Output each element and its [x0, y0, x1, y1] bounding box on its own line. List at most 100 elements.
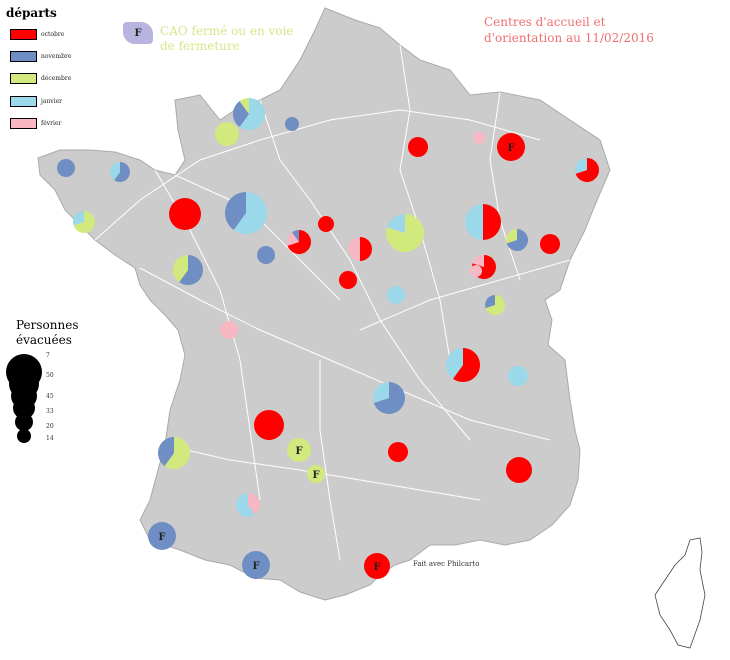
cao-pie [506, 457, 532, 483]
map-title: Centres d'accueil et d'orientation au 11… [484, 15, 654, 45]
legend-swatch [10, 28, 37, 40]
cao-pie [257, 246, 275, 264]
cao-pie [388, 442, 408, 462]
pie-slice-novembre [373, 382, 405, 415]
pie-slice-decembre [307, 465, 325, 483]
pie-slice-novembre [225, 192, 246, 230]
pie-slice-fevrier [473, 132, 485, 144]
pie-slice-janvier [110, 162, 120, 181]
cao-pie: F [307, 465, 325, 483]
legend-label: décembre [41, 74, 72, 82]
cao-pie [540, 234, 560, 254]
cao-pie [473, 132, 485, 144]
france-mainland [37, 7, 611, 601]
cao-pie [232, 98, 265, 130]
cao-pie [508, 366, 528, 386]
pie-slice-novembre [148, 522, 176, 550]
cao-pie: F [287, 438, 311, 462]
pie-slice-decembre [287, 438, 311, 462]
pie-slice-octobre [408, 137, 428, 157]
pie-slice-octobre [483, 204, 501, 240]
pie-slice-fevrier [470, 265, 482, 277]
cao-pie [72, 211, 95, 233]
pie-slice-decembre [73, 211, 95, 233]
cao-closed-marker: F [373, 562, 380, 573]
cao-pie [169, 198, 201, 230]
pie-slice-novembre [179, 255, 203, 285]
pie-slice-octobre [318, 216, 334, 232]
pie-slice-janvier [372, 382, 389, 403]
cao-closed-marker: F [158, 532, 165, 543]
cao-closed-swatch: F [123, 22, 153, 44]
cao-pie [173, 255, 203, 285]
pie-slice-novembre [242, 551, 270, 579]
pie-slice-octobre [254, 410, 284, 440]
cao-pie: F [497, 133, 525, 161]
legend-item: novembre [10, 50, 71, 62]
cao-pie [339, 271, 357, 289]
cao-pie [285, 117, 299, 131]
pie-slice-novembre [114, 162, 131, 182]
legend-swatch [10, 117, 37, 129]
pie-slice-novembre [291, 230, 299, 242]
pie-slice-novembre [232, 101, 249, 127]
pie-slice-decembre [173, 255, 188, 283]
size-circle-5 [15, 413, 33, 431]
cao-pie [348, 237, 372, 261]
cao-pie [575, 158, 599, 183]
pie-slice-janvier [72, 211, 84, 226]
legend-item: février [10, 117, 61, 129]
cao-closed-marker: F [295, 446, 302, 457]
cao-pie: F [364, 553, 390, 579]
pie-slice-fevrier [348, 237, 360, 261]
pie-slice-novembre [285, 117, 299, 131]
cao-pie [220, 321, 238, 339]
size-legend-value: 45 [46, 393, 54, 400]
pie-slice-janvier [235, 493, 256, 518]
pie-slice-decembre [239, 98, 249, 114]
legend-label: janvier [41, 97, 63, 105]
pie-slice-decembre [506, 229, 517, 244]
pie-slice-octobre [497, 133, 525, 161]
cao-pie [506, 229, 528, 252]
legend-item: décembre [10, 72, 71, 84]
legend-label: octobre [41, 30, 65, 38]
cao-pie [485, 295, 506, 316]
pie-slice-octobre [364, 553, 390, 579]
pie-slice-decembre [164, 437, 190, 469]
pie-slice-janvier [239, 98, 265, 130]
cao-pie [387, 286, 405, 304]
size-circle-6 [17, 429, 31, 443]
cao-pie [408, 137, 428, 157]
legend-swatch [10, 95, 37, 107]
pie-slice-novembre [485, 295, 495, 309]
cao-pie [158, 437, 190, 469]
pie-slice-janvier [386, 214, 405, 233]
pie-slice-octobre [287, 230, 311, 255]
pie-slice-janvier [575, 158, 587, 174]
cao-pie: F [242, 551, 270, 579]
pie-slice-octobre [339, 271, 357, 289]
cao-pie [465, 204, 501, 240]
pie-slice-fevrier [248, 493, 260, 515]
cao-closed-marker: F [312, 470, 319, 481]
cao-pie [110, 162, 131, 182]
pie-slice-janvier [387, 286, 405, 304]
cao-closed-marker: F [507, 143, 514, 154]
size-legend-value: 14 [46, 435, 54, 442]
cao-closed-marker: F [252, 561, 259, 572]
cao-pie [446, 348, 480, 382]
size-legend-value: 20 [46, 423, 54, 430]
cao-pie [57, 159, 75, 177]
cao-pie [225, 192, 268, 234]
legend-title: départs [6, 6, 57, 20]
cao-pie [215, 122, 239, 146]
cao-pie [286, 230, 311, 255]
pie-slice-octobre [575, 158, 599, 183]
credit: Fait avec Philcarto [413, 560, 480, 568]
legend-item: octobre [10, 28, 64, 40]
legend-item: janvier [10, 95, 62, 107]
cao-pie [254, 410, 284, 440]
pie-slice-novembre [506, 229, 528, 252]
